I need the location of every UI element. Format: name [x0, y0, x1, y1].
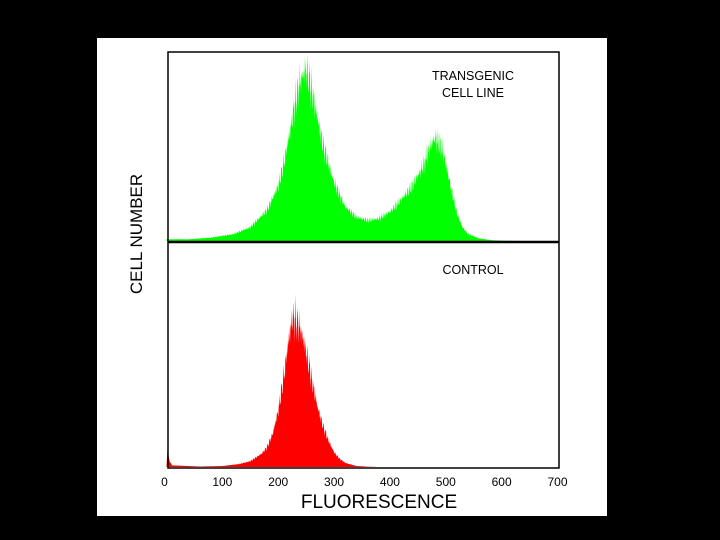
- x-tick-label: 100: [212, 475, 232, 489]
- panel-0: TRANSGENIC CELL LINE: [166, 55, 558, 241]
- panel-label-0-0: TRANSGENIC: [432, 69, 514, 83]
- x-tick-labels: 0 100 200 300 400 500 600 700: [161, 475, 568, 489]
- histogram-area-1: [166, 293, 558, 467]
- x-tick-label: 700: [547, 475, 567, 489]
- x-tick-label: 0: [161, 475, 168, 489]
- x-tick-label: 400: [380, 475, 400, 489]
- histogram-chart: TRANSGENIC CELL LINE CONTROL 0 100 200 300 400…: [127, 51, 568, 513]
- x-tick-label: 200: [268, 475, 288, 489]
- panel-label-1-0: CONTROL: [442, 263, 503, 277]
- x-tick-label: 600: [492, 475, 512, 489]
- panels-layer: TRANSGENIC CELL LINE CONTROL: [166, 55, 558, 467]
- x-tick-label: 300: [324, 475, 344, 489]
- y-axis-title: CELL NUMBER: [127, 174, 146, 294]
- x-tick-label: 500: [436, 475, 456, 489]
- chart-figure: TRANSGENIC CELL LINE CONTROL 0 100 200 300 400…: [97, 38, 607, 516]
- panel-1: CONTROL: [166, 263, 558, 467]
- x-axis-title: FLUORESCENCE: [301, 492, 457, 513]
- plot-frame: [167, 51, 560, 469]
- panel-label-0-1: CELL LINE: [442, 86, 504, 100]
